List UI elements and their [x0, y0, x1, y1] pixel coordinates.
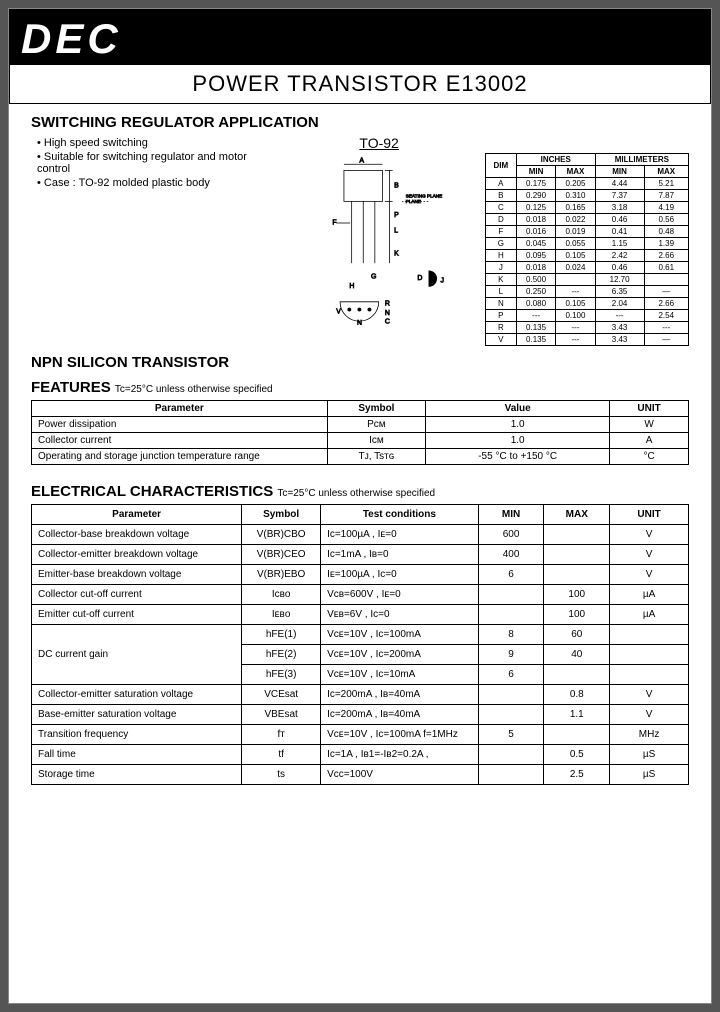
- left-column: High speed switching Suitable for switch…: [31, 135, 273, 346]
- svg-text:V: V: [337, 308, 342, 315]
- svg-text:F: F: [333, 220, 337, 227]
- package-diagram: A B P L K F: [283, 155, 474, 325]
- electrical-table: ParameterSymbolTest conditionsMINMAXUNIT…: [31, 504, 689, 785]
- feature-bullets: High speed switching Suitable for switch…: [37, 137, 273, 189]
- dimensions-column: DIM INCHES MILLIMETERS MIN MAX MIN MAX A…: [485, 135, 689, 346]
- svg-text:C: C: [385, 318, 390, 325]
- bullet-item: Case : TO-92 molded plastic body: [37, 177, 273, 189]
- dim-inches-heading: INCHES: [516, 154, 595, 166]
- app-heading: SWITCHING REGULATOR APPLICATION: [31, 114, 689, 131]
- product-title: POWER TRANSISTOR E13002: [192, 71, 527, 96]
- bullet-item: High speed switching: [37, 137, 273, 149]
- title-row: POWER TRANSISTOR E13002: [9, 65, 711, 104]
- svg-text:A: A: [360, 158, 365, 165]
- svg-text:D: D: [418, 275, 423, 282]
- brand-bar: DEC: [9, 9, 711, 65]
- svg-text:K: K: [395, 250, 400, 257]
- svg-text:PLANE: PLANE: [406, 199, 421, 204]
- svg-text:B: B: [395, 182, 400, 189]
- top-block: High speed switching Suitable for switch…: [31, 135, 689, 346]
- svg-text:N: N: [358, 320, 363, 325]
- svg-text:G: G: [371, 274, 376, 281]
- package-label: TO-92: [283, 135, 474, 151]
- svg-text:SEATING PLANE: SEATING PLANE: [406, 194, 442, 199]
- svg-text:P: P: [395, 212, 400, 219]
- dimensions-table: DIM INCHES MILLIMETERS MIN MAX MIN MAX A…: [485, 153, 689, 346]
- dim-mm-heading: MILLIMETERS: [595, 154, 688, 166]
- npn-heading: NPN SILICON TRANSISTOR: [31, 354, 689, 371]
- package-diagram-col: TO-92 A B: [283, 135, 474, 346]
- svg-text:R: R: [385, 301, 390, 308]
- features-table: ParameterSymbolValueUNIT Power dissipati…: [31, 400, 689, 465]
- svg-text:H: H: [350, 283, 355, 290]
- brand-logo: DEC: [21, 15, 122, 62]
- svg-text:L: L: [395, 227, 399, 234]
- svg-text:N: N: [385, 310, 390, 317]
- features-heading: FEATURES Tc=25°C unless otherwise specif…: [31, 379, 689, 396]
- dim-col-heading: DIM: [485, 154, 516, 178]
- svg-text:J: J: [441, 278, 444, 285]
- datasheet-page: DEC POWER TRANSISTOR E13002 SWITCHING RE…: [8, 8, 712, 1004]
- bullet-item: Suitable for switching regulator and mot…: [37, 151, 273, 175]
- elec-heading: ELECTRICAL CHARACTERISTICS Tc=25°C unles…: [31, 483, 689, 500]
